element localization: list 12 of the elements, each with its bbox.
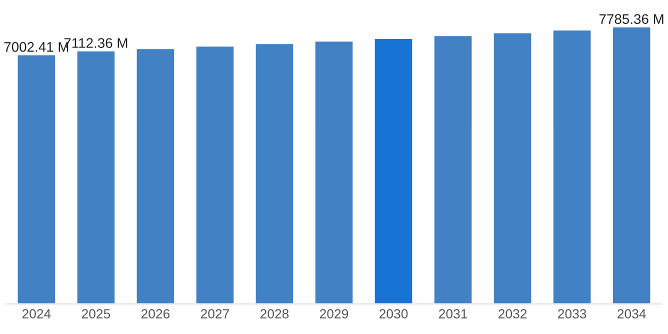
x-tick-label: 2025 — [82, 309, 110, 318]
x-tick-label: 2024 — [22, 309, 51, 318]
x-tick-label: 2034 — [618, 309, 646, 318]
x-tick-label: 2030 — [380, 309, 408, 318]
x-tick-label: 2028 — [260, 309, 289, 318]
x-tick-label: 2032 — [498, 309, 527, 318]
x-tick-label: 2027 — [200, 309, 229, 318]
x-tick-label: 2026 — [141, 309, 170, 318]
x-tick-label: 2029 — [320, 309, 348, 318]
x-tick-label: 2031 — [439, 309, 468, 318]
data-label: 7785.36 M — [599, 14, 664, 24]
x-tick-label: 2033 — [558, 309, 586, 318]
